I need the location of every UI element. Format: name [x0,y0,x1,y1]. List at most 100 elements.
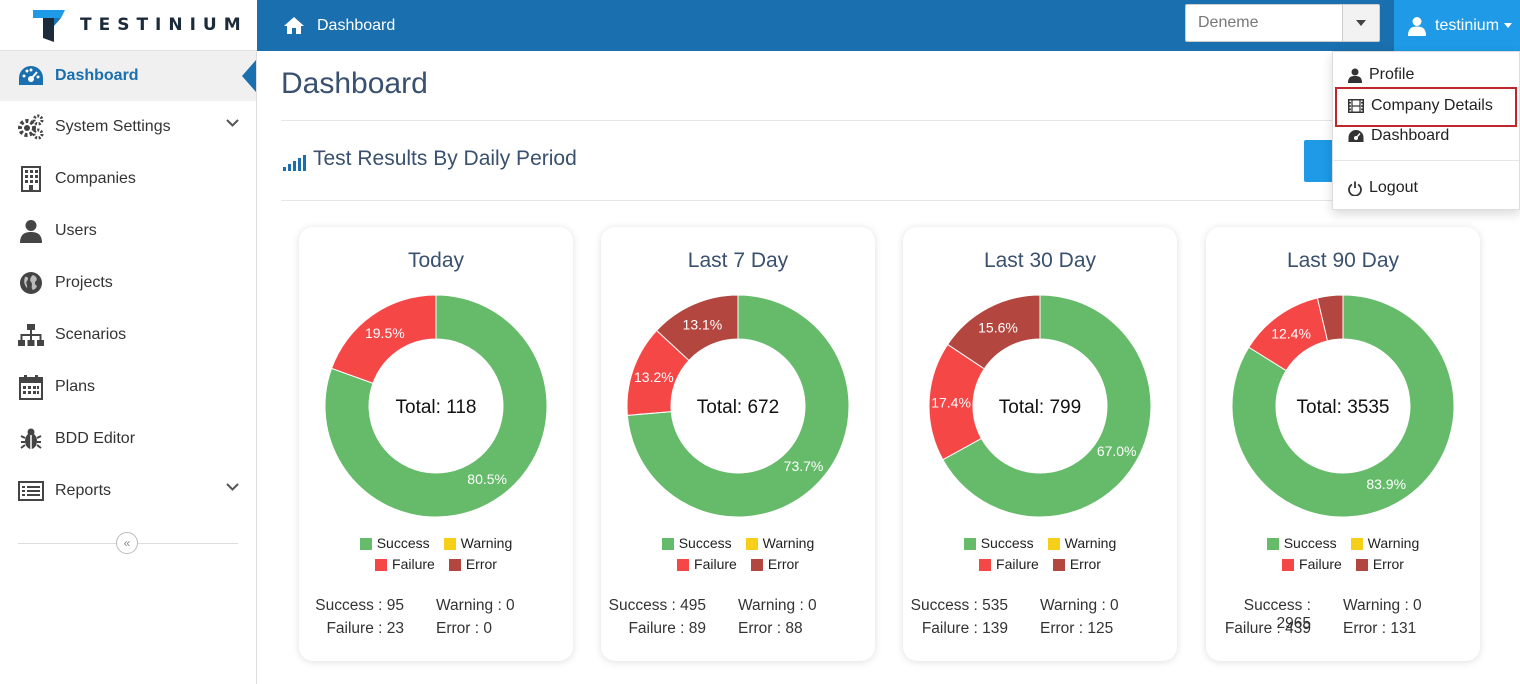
menu-item-logout[interactable]: Logout [1333,173,1519,203]
donut-segment-error[interactable] [1316,295,1344,342]
action-button[interactable] [1304,140,1334,182]
sidebar-item-label: Scenarios [55,326,127,343]
donut-segment-failure[interactable] [330,295,437,384]
legend-item-error[interactable]: Error [750,554,799,575]
legend-label: Error [1069,556,1101,572]
result-card: Last 30 Day Success Warning Failure Error Suc… [903,227,1177,661]
donut-data-label: 83.9% [1366,476,1406,492]
brand-logo[interactable]: TESTINIUM [0,0,257,51]
donut-segment-error[interactable] [946,295,1041,370]
sidebar-item-plans[interactable]: Plans [0,361,256,413]
stat-warning: Warning : 0 [1343,597,1422,614]
legend-item-error[interactable]: Error [1355,554,1404,575]
legend-item-failure[interactable]: Failure [375,554,435,575]
stat-warning: Warning : 0 [1040,597,1119,614]
card-title: Last 90 Day [1286,249,1400,272]
donut-data-label: 73.7% [784,458,824,474]
stat-failure: Failure : 23 [326,620,404,637]
globe-icon [17,269,45,297]
donut-data-label: 80.5% [467,471,507,487]
highlight-box [1335,87,1517,127]
donut-chart: 73.7% 13.2% 13.1% Total: 672 [627,295,849,517]
donut-segment-error[interactable] [655,295,739,362]
sidebar-item-projects[interactable]: Projects [0,257,256,309]
legend-item-warning[interactable]: Warning [1047,533,1116,554]
card-stats: Success : 2965 Warning : 0 Failure : 439 Er… [1206,597,1480,643]
stat-success: Success : 535 [910,597,1008,614]
project-select[interactable]: Deneme [1185,4,1380,42]
main-content: Dashboard Test Results By Daily Period T… [257,51,1520,684]
user-icon [1348,68,1362,83]
legend-item-warning[interactable]: Warning [1350,533,1420,554]
stat-error: Error : 131 [1343,620,1417,637]
stat-error: Error : 125 [1040,620,1114,637]
sidebar-item-scenarios[interactable]: Scenarios [0,309,256,361]
stat-error: Error : 88 [738,620,803,637]
menu-item-label: Logout [1369,179,1418,196]
stat-error: Error : 0 [436,620,492,637]
card-title: Today [407,249,465,272]
sidebar-item-label: Plans [55,378,96,395]
stat-warning: Warning : 0 [436,597,515,614]
sidebar-item-label: Users [55,222,97,239]
legend-label: Warning [1367,535,1420,551]
stat-failure: Failure : 89 [628,620,706,637]
legend-item-error[interactable]: Error [448,554,497,575]
donut-segment-success[interactable] [1232,295,1454,517]
calendar-icon [17,373,45,401]
legend-label: Failure [392,556,435,572]
stat-failure: Failure : 139 [921,620,1008,637]
sidebar-item-label: Dashboard [55,67,139,84]
sidebar-item-dashboard[interactable]: Dashboard [0,51,256,101]
legend-item-success[interactable]: Success [1266,533,1337,554]
menu-item-label: Company Details [1371,97,1493,114]
result-card: Last 90 Day Success Warning Failure Error Suc… [1206,227,1480,661]
testinium-logo-icon [32,8,66,42]
collapse-sidebar-icon[interactable]: « [116,532,138,554]
film-icon [1348,99,1364,113]
legend-item-failure[interactable]: Failure [979,554,1039,575]
donut-data-label: 17.4% [931,394,971,410]
sidebar-item-bdd-editor[interactable]: BDD Editor [0,413,256,465]
divider [281,200,1520,201]
legend-item-failure[interactable]: Failure [1282,554,1342,575]
legend-item-failure[interactable]: Failure [677,554,737,575]
legend-item-success[interactable]: Success [359,533,430,554]
legend-item-warning[interactable]: Warning [745,533,814,554]
menu-item-dashboard[interactable]: Dashboard [1333,121,1519,151]
legend-item-warning[interactable]: Warning [443,533,512,554]
legend-item-success[interactable]: Success [963,533,1034,554]
chevron-down-icon[interactable] [1342,5,1379,41]
donut-data-label: 13.2% [634,369,674,385]
legend-item-success[interactable]: Success [661,533,732,554]
card-title: Last 7 Day [687,249,789,272]
breadcrumb[interactable]: Dashboard [283,16,395,35]
menu-item-company-details[interactable]: Company Details [1333,91,1519,121]
donut-segment-success[interactable] [942,295,1151,517]
sidebar-item-reports[interactable]: Reports [0,465,256,517]
project-select-value: Deneme [1198,14,1259,31]
list-icon [17,477,45,505]
legend-label: Error [767,556,799,572]
menu-item-label: Profile [1369,66,1415,83]
card-stats: Success : 95 Warning : 0 Failure : 23 Error… [299,597,573,643]
donut-segment-success[interactable] [325,295,547,517]
donut-data-label: 15.6% [978,320,1018,336]
chart-legend: Success Warning Failure Error [1206,533,1480,575]
user-menu-button[interactable]: testinium [1394,0,1520,51]
donut-data-label: 19.5% [365,325,405,341]
legend-item-error[interactable]: Error [1052,554,1101,575]
chart-legend: Success Warning Failure Error [903,533,1177,575]
donut-segment-success[interactable] [627,295,849,517]
sidebar-item-system-settings[interactable]: System Settings [0,101,256,153]
sidebar-item-users[interactable]: Users [0,205,256,257]
donut-chart: 67.0% 17.4% 15.6% Total: 799 [929,295,1151,517]
breadcrumb-label: Dashboard [317,16,396,34]
legend-label: Error [1372,556,1404,572]
sidebar-item-companies[interactable]: Companies [0,153,256,205]
user-name: testinium [1435,16,1500,34]
donut-total-label: Total: 799 [999,397,1081,418]
divider [281,120,1520,121]
menu-item-profile[interactable]: Profile [1333,60,1519,90]
gears-icon [17,113,45,141]
